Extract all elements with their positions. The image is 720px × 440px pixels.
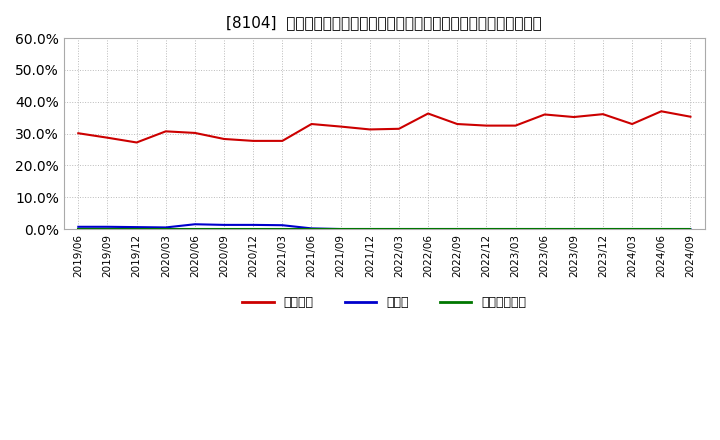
Title: [8104]  自己資本、のれん、繰延税金資産の総資産に対する比率の推移: [8104] 自己資本、のれん、繰延税金資産の総資産に対する比率の推移: [227, 15, 542, 30]
Legend: 自己資本, のれん, 繰延税金資産: 自己資本, のれん, 繰延税金資産: [238, 291, 531, 315]
